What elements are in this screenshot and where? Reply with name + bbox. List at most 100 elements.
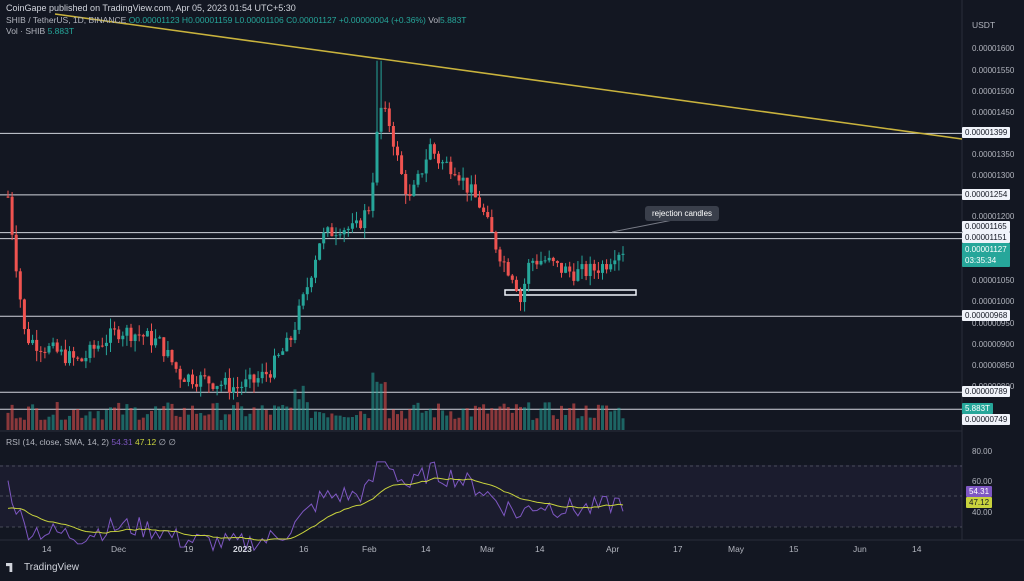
candle-body xyxy=(174,362,178,369)
candle-body xyxy=(305,287,309,295)
volume-bar xyxy=(35,408,39,430)
candle-body xyxy=(6,196,10,198)
volume-bar xyxy=(273,405,276,430)
symbol-legend: SHIB / TetherUS, 1D, BINANCE O0.00001123… xyxy=(6,15,467,25)
volume-bar xyxy=(227,414,231,430)
volume-bar xyxy=(346,417,350,430)
annotation-callout[interactable]: rejection candles xyxy=(645,206,720,221)
volume-bar xyxy=(519,406,522,430)
candle-body xyxy=(22,299,26,330)
candle-body xyxy=(432,144,436,154)
vol-value: 5.883T xyxy=(440,15,467,25)
volume-bar xyxy=(68,415,71,430)
volume-bar xyxy=(55,402,59,430)
publish-info: CoinGape published on TradingView.com, A… xyxy=(6,3,296,13)
candle-body xyxy=(375,131,379,183)
volume-bar xyxy=(400,410,404,430)
candle-body xyxy=(445,161,449,163)
volume-bar xyxy=(441,410,445,430)
candle-body xyxy=(68,351,71,364)
candle-body xyxy=(264,371,268,375)
candle-body xyxy=(244,379,248,387)
candle-body xyxy=(322,232,326,244)
x-tick: Apr xyxy=(606,544,620,554)
volume-bar xyxy=(432,417,436,430)
volume-bar xyxy=(166,402,170,430)
volume-bar xyxy=(72,409,76,430)
candle-body xyxy=(178,368,182,380)
level-tag-1165: 0.00001165 xyxy=(962,221,1010,232)
volume-bar xyxy=(22,419,26,430)
volume-bar xyxy=(465,408,469,430)
candle-body xyxy=(527,262,531,284)
volume-bar xyxy=(482,404,486,430)
volume-bar xyxy=(322,413,326,430)
volume-bar xyxy=(601,405,604,430)
volume-bar xyxy=(568,408,572,430)
rsi-sma-tag: 47.12 xyxy=(966,497,993,508)
volume-bar xyxy=(473,405,477,430)
volume-bar xyxy=(387,418,391,430)
candle-body xyxy=(383,107,387,109)
candle-body xyxy=(186,374,190,382)
x-tick: 14 xyxy=(912,544,922,554)
volume-bar xyxy=(80,417,84,430)
candle-body xyxy=(588,263,592,277)
candle-body xyxy=(39,350,43,352)
candle-body xyxy=(478,197,481,208)
volume-bar xyxy=(125,404,129,430)
volume-bar xyxy=(416,402,420,430)
candle-body xyxy=(506,262,510,276)
volume-bar xyxy=(383,382,387,430)
candle-body xyxy=(113,328,117,330)
volume-bar xyxy=(342,417,346,430)
x-tick: 15 xyxy=(789,544,799,554)
volume-bar xyxy=(182,407,186,430)
candle-body xyxy=(100,345,104,347)
candle-body xyxy=(211,383,215,389)
candle-body xyxy=(367,210,371,212)
volume-bar xyxy=(170,403,174,430)
tradingview-footer[interactable]: TradingView xyxy=(6,562,79,573)
candle-body xyxy=(473,184,477,198)
volume-bar xyxy=(256,409,260,430)
candle-body xyxy=(219,384,223,387)
candle-body xyxy=(535,260,539,265)
candle-body xyxy=(613,260,617,265)
candle-body xyxy=(396,146,399,156)
volume-bar xyxy=(264,409,268,430)
candle-body xyxy=(371,182,375,211)
volume-bar xyxy=(96,411,100,430)
volume-bar xyxy=(428,408,432,430)
volume-bar xyxy=(510,412,514,430)
vol-label: Vol xyxy=(428,15,441,25)
volume-bar xyxy=(18,417,22,430)
volume-bar xyxy=(334,415,338,430)
candle-body xyxy=(232,387,235,393)
rsi-legend: RSI (14, close, SMA, 14, 2) 54.31 47.12 … xyxy=(6,437,176,448)
volume-bar xyxy=(326,417,330,430)
volume-bar xyxy=(355,415,358,430)
volume-bar xyxy=(396,414,399,430)
candle-body xyxy=(248,374,252,380)
candle-body xyxy=(330,227,334,237)
candle-body xyxy=(150,330,153,346)
volume-bar xyxy=(314,411,317,430)
volume-bar xyxy=(408,409,412,430)
volume-bar xyxy=(404,418,408,430)
candle-body xyxy=(63,349,67,364)
volume-bar xyxy=(309,417,313,430)
candle-countdown: 03:35:34 xyxy=(965,256,997,265)
candle-body xyxy=(498,249,502,262)
candle-body xyxy=(145,330,149,337)
candle-body xyxy=(609,264,613,270)
volume-bar xyxy=(375,381,379,430)
candle-body xyxy=(215,386,219,389)
candle-body xyxy=(88,344,92,358)
rsi-label: RSI (14, close, SMA, 14, 2) xyxy=(6,437,109,447)
candle-body xyxy=(195,384,199,387)
candle-body xyxy=(617,254,621,261)
x-tick: Jun xyxy=(853,544,867,554)
candle-body xyxy=(125,327,129,336)
